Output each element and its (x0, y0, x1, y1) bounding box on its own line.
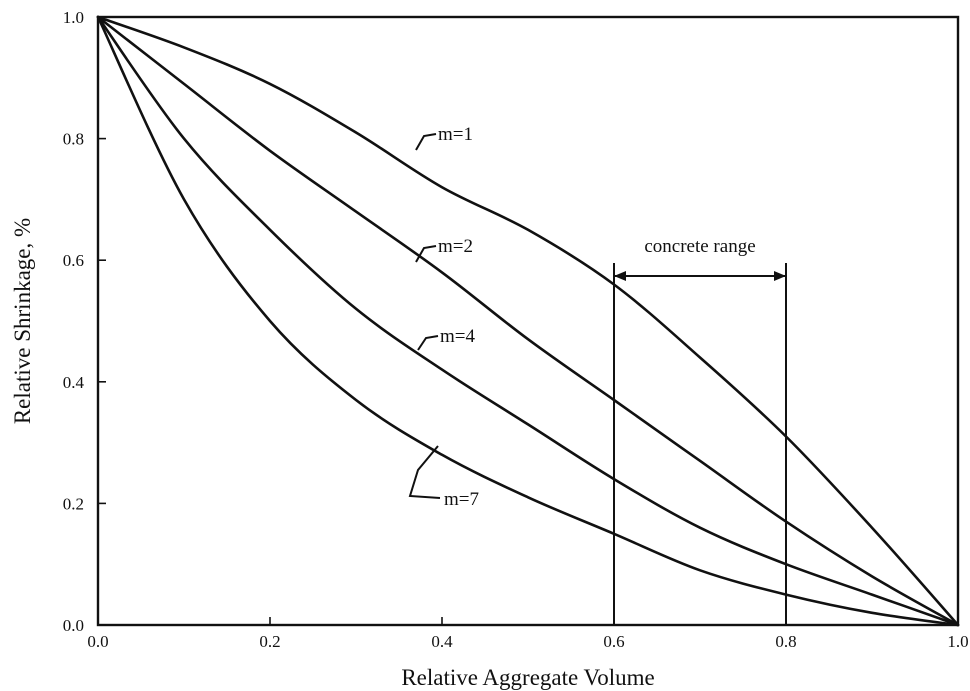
y-tick-label: 0.2 (63, 494, 84, 513)
series-label-leader (417, 335, 439, 351)
plot-frame (96, 15, 960, 627)
series-label-leader (408, 445, 441, 499)
series-label: m=2 (438, 236, 473, 257)
x-tick-label: 0.8 (775, 632, 796, 651)
series-line-m-4 (96, 15, 960, 627)
x-tick-label: 0.4 (431, 632, 453, 651)
range-arrow-head-left (614, 271, 626, 281)
ticks-layer: 0.0 0.2 0.4 0.6 0.8 1.0 0.0 0.2 0.4 0.6 0.8 1.0 (63, 8, 969, 651)
x-tick-label: 0.0 (87, 632, 108, 651)
curves-layer (96, 15, 960, 627)
x-tick-label: 1.0 (947, 632, 968, 651)
series-line-m-7 (96, 15, 960, 627)
annotations-layer: m=1 m=2 m=4 m=7 concrete range (408, 124, 787, 625)
series-label-leader (415, 133, 437, 151)
series-label: m=4 (440, 326, 475, 347)
y-tick-label: 0.4 (63, 373, 85, 392)
y-tick-label: 0.8 (63, 130, 84, 149)
y-tick-label: 0.0 (63, 616, 84, 635)
y-axis-label: Relative Shrinkage, % (10, 218, 35, 424)
series-line-m-1 (96, 15, 960, 627)
y-tick-label: 1.0 (63, 8, 84, 27)
series-label-leader (415, 245, 437, 263)
x-tick-label: 0.6 (603, 632, 624, 651)
range-arrow-head-right (774, 271, 786, 281)
concrete-range-label: concrete range (644, 236, 755, 257)
series-label: m=7 (444, 489, 479, 510)
x-tick-label: 0.2 (259, 632, 280, 651)
series-label: m=1 (438, 124, 473, 145)
y-tick-label: 0.6 (63, 251, 84, 270)
series-line-m-2 (96, 15, 960, 627)
x-axis-label: Relative Aggregate Volume (401, 665, 654, 690)
